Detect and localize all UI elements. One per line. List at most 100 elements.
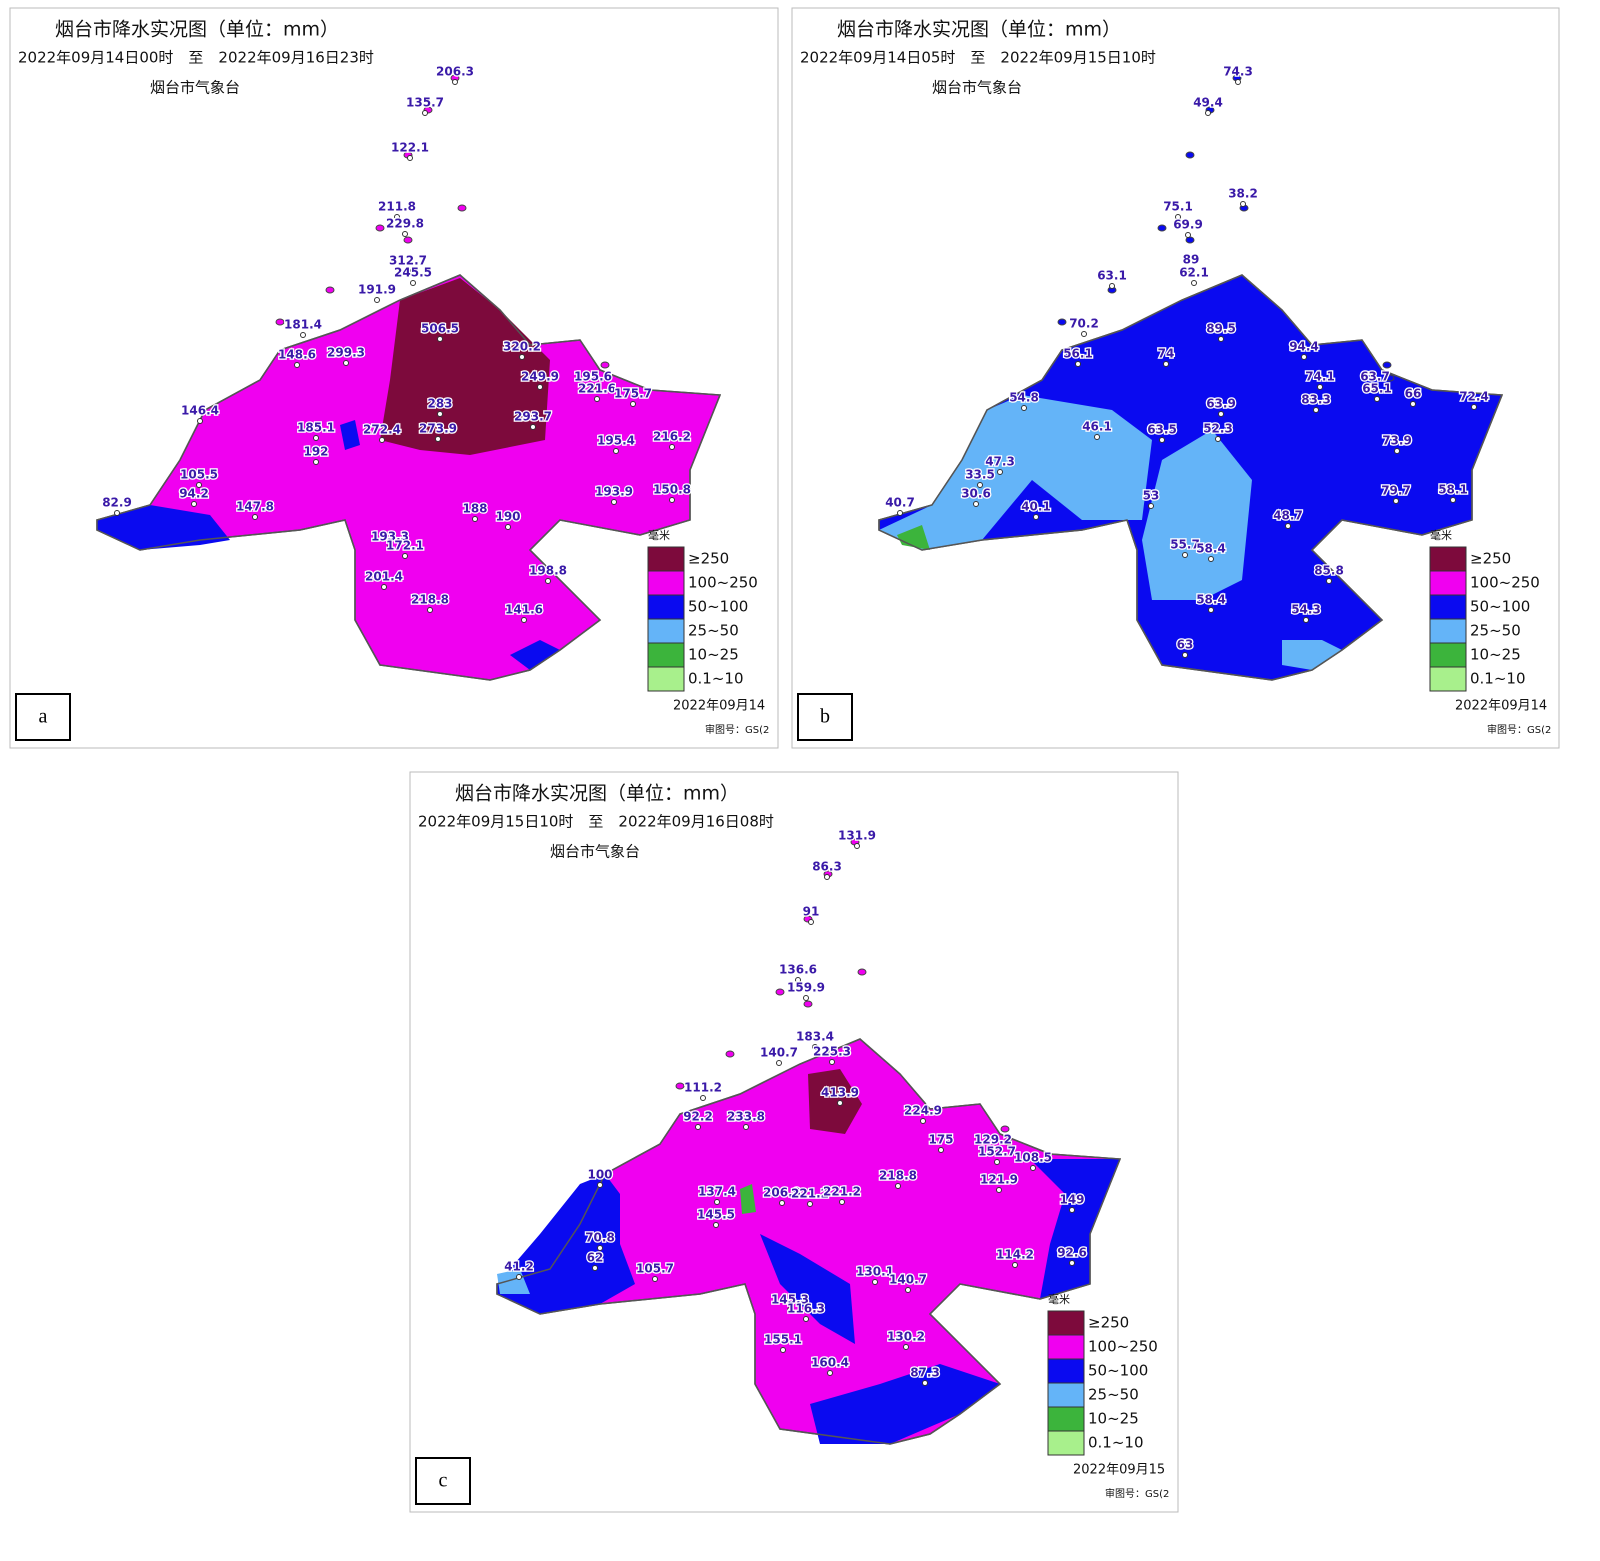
station-value: 233.8	[727, 1110, 765, 1124]
station-dot	[922, 1380, 928, 1386]
legend-swatch	[1047, 1334, 1085, 1360]
station-dot	[743, 1124, 749, 1130]
station-dot	[1021, 405, 1027, 411]
station-value: 87.3	[910, 1366, 940, 1380]
date-stamp: 2022年09月14	[673, 699, 765, 714]
station-value: 413.9	[821, 1086, 859, 1100]
station-dot	[191, 501, 197, 507]
station-value: 70.2	[1069, 317, 1099, 331]
station-dot	[422, 110, 428, 116]
station-value: 229.8	[386, 217, 424, 231]
station-value: 72.4	[1459, 390, 1489, 404]
station-dot	[669, 444, 675, 450]
station-value: 116.3	[787, 1302, 825, 1316]
station-dot	[920, 1118, 926, 1124]
station-value: 198.8	[529, 564, 567, 578]
station-dot	[1374, 396, 1380, 402]
map-issuer: 烟台市气象台	[150, 79, 240, 97]
station-dot	[381, 584, 387, 590]
station-value: 206.3	[436, 65, 474, 79]
station-value: 121.9	[980, 1173, 1018, 1187]
station-value: 91	[803, 905, 820, 919]
station-dot	[1303, 617, 1309, 623]
station-value: 69.9	[1173, 218, 1203, 232]
station-dot	[1317, 384, 1323, 390]
station-dot	[938, 1147, 944, 1153]
station-dot	[537, 384, 543, 390]
island	[1385, 374, 1395, 382]
station-dot	[630, 401, 636, 407]
station-value: 48.7	[1273, 509, 1303, 523]
legend-swatch	[647, 666, 685, 692]
station-dot	[695, 1124, 701, 1130]
station-value: 63.5	[1147, 423, 1177, 437]
legend-label: 10~25	[1470, 646, 1521, 664]
station-value: 190	[495, 510, 520, 524]
rain-zone	[1030, 1159, 1120, 1299]
station-value: 129.2	[974, 1133, 1012, 1147]
legend-label: 50~100	[1470, 598, 1530, 616]
station-value: 221.2	[823, 1185, 861, 1199]
legend-swatch	[647, 618, 685, 644]
station-value: 53	[1143, 489, 1160, 503]
map-title: 烟台市降水实况图（单位：mm）	[55, 19, 339, 41]
station-value: 218.8	[411, 593, 449, 607]
station-value: 66	[1405, 387, 1422, 401]
station-dot	[669, 497, 675, 503]
station-dot	[427, 607, 433, 613]
station-value: 145.3	[771, 1293, 809, 1307]
station-value: 30.6	[961, 487, 991, 501]
station-value: 211.8	[378, 200, 416, 214]
island	[775, 988, 785, 996]
station-dot	[1240, 201, 1246, 207]
station-value: 62.1	[1179, 266, 1209, 280]
island	[1185, 236, 1195, 244]
station-value: 506.5	[421, 322, 459, 336]
rain-zone	[808, 1069, 862, 1134]
station-value: 94.2	[179, 487, 209, 501]
station-value: 299.3	[327, 346, 365, 360]
legend-label: 25~50	[1470, 622, 1521, 640]
station-value: 172.1	[386, 539, 424, 553]
station-value: 54.3	[1291, 603, 1321, 617]
station-dot	[973, 501, 979, 507]
island	[857, 968, 867, 976]
station-dot	[519, 354, 525, 360]
legend-title: 毫米	[1430, 528, 1452, 542]
station-value: 221.2	[791, 1187, 829, 1201]
station-dot	[1218, 336, 1224, 342]
station-value: 273.9	[419, 422, 457, 436]
station-value: 145.5	[697, 1208, 735, 1222]
station-dot	[1175, 214, 1181, 220]
station-dot	[1012, 1262, 1018, 1268]
station-dot	[795, 977, 801, 983]
island	[1157, 224, 1167, 232]
station-value: 155.1	[764, 1333, 802, 1347]
legend-label: 100~250	[688, 574, 758, 592]
station-dot	[437, 336, 443, 342]
station-value: 108.5	[1014, 1151, 1052, 1165]
station-value: 82.9	[102, 496, 132, 510]
legend-label: 25~50	[1088, 1386, 1139, 1404]
island	[1057, 318, 1067, 326]
station-dot	[1081, 331, 1087, 337]
panel-letter-box	[797, 693, 853, 741]
station-value: 58.4	[1196, 542, 1226, 556]
station-dot	[713, 1222, 719, 1228]
station-value: 94.4	[1289, 340, 1319, 354]
rain-zone	[1282, 640, 1342, 670]
station-dot	[1030, 1165, 1036, 1171]
station-dot	[996, 1187, 1002, 1193]
rain-zone	[380, 278, 550, 455]
rain-zone	[879, 395, 1152, 550]
station-value: 206.9	[763, 1186, 801, 1200]
station-dot	[779, 1200, 785, 1206]
station-value: 193.9	[595, 485, 633, 499]
station-value: 85.8	[1314, 564, 1344, 578]
station-dot	[780, 1347, 786, 1353]
date-stamp: 2022年09月15	[1073, 1463, 1165, 1478]
station-value: 221.6	[578, 382, 616, 396]
station-dot	[516, 1274, 522, 1280]
station-value: 74.3	[1223, 65, 1253, 79]
station-dot	[1075, 361, 1081, 367]
